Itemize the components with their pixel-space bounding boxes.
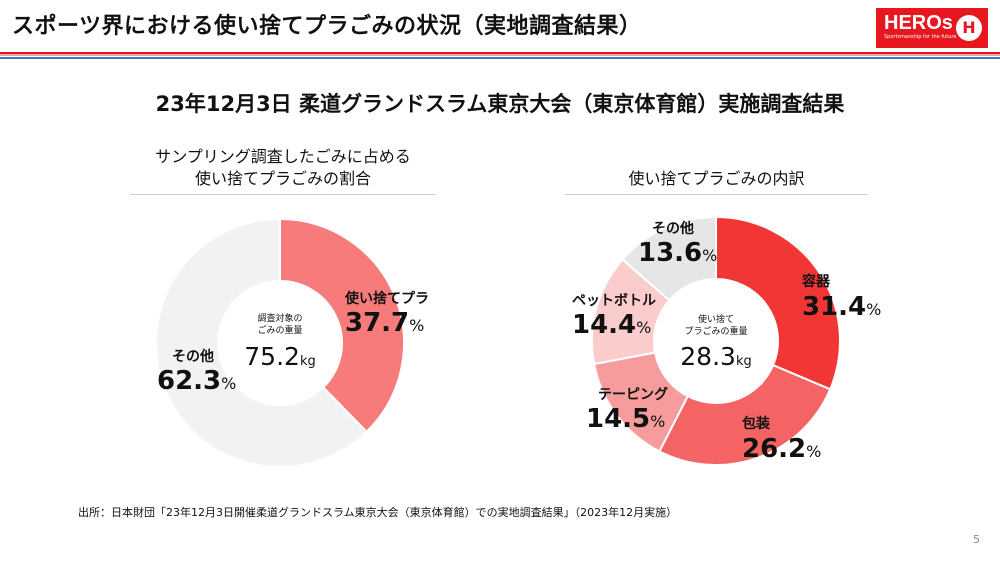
chart1-title-line1: サンプリング調査したごみに占める [155, 147, 411, 166]
slide-subtitle: 23年12月3日 柔道グランドスラム東京大会（東京体育館）実施調査結果 [155, 92, 845, 116]
chart2-center-label-line2: プラごみの重量 [684, 327, 748, 337]
chart1-center-label: 調査対象の ごみの重量 [230, 313, 330, 337]
logo-text: HEROs [884, 12, 953, 34]
source-note: 出所：日本財団「23年12月3日開催柔道グランドスラム東京大会（東京体育館）での… [78, 506, 678, 519]
chart2-slice-0 [715, 215, 841, 391]
header-blue-line [0, 57, 1000, 59]
label-packaging: 包装 [742, 416, 770, 432]
chart1-center-label-line2: ごみの重量 [257, 326, 303, 336]
value-disposable-plastic: 37.7% [345, 308, 425, 338]
chart2-center-unit: kg [735, 354, 752, 369]
page-number: 5 [973, 533, 980, 546]
value-other-waste: 62.3% [157, 366, 237, 396]
chart1-slice-1 [155, 217, 368, 468]
chart1-center-unit: kg [299, 354, 316, 369]
label-pet-bottles: ペットボトル [572, 293, 656, 309]
header-pink-line [0, 54, 1000, 56]
chart1-center-value: 75.2kg [220, 342, 340, 371]
value-pet-bottles: 14.4% [572, 310, 652, 340]
chart2-center-label-line1: 使い捨て [697, 315, 734, 325]
chart2-center-number: 28.3 [680, 342, 736, 371]
value-packaging: 26.2% [742, 434, 822, 464]
value-other-plastic: 13.6% [638, 238, 718, 268]
value-containers: 31.4% [802, 292, 882, 322]
label-other-plastic: その他 [652, 221, 694, 237]
logo-tagline: Sportsmanship for the future [884, 34, 957, 40]
chart2-title-rule [565, 194, 868, 195]
chart2-title: 使い捨てプラごみの内訳 [628, 169, 805, 188]
chart1-title-line2: 使い捨てプラごみの割合 [194, 169, 371, 188]
value-taping: 14.5% [586, 404, 666, 434]
label-containers: 容器 [802, 274, 830, 290]
chart1-center-label-line1: 調査対象の [257, 314, 303, 324]
chart1-title: サンプリング調査したごみに占める 使い捨てプラごみの割合 [130, 146, 436, 190]
page-title: スポーツ界における使い捨てプラごみの状況（実地調査結果） [12, 14, 642, 39]
chart2-center-label: 使い捨て プラごみの重量 [666, 314, 766, 338]
chart2-center-value: 28.3kg [656, 342, 776, 371]
logo-h-icon: H [956, 15, 982, 41]
chart2-slice-1 [658, 363, 832, 466]
chart1-title-rule [130, 194, 436, 195]
header-red-line [0, 52, 1000, 54]
chart1-center-number: 75.2 [244, 342, 300, 371]
label-taping: テーピング [598, 387, 668, 403]
label-disposable-plastic: 使い捨てプラ [345, 291, 429, 307]
chart2-slice-4 [621, 215, 717, 302]
heros-logo: HEROs Sportsmanship for the future H [876, 8, 988, 48]
chart1-slice-0 [279, 217, 405, 434]
label-other-waste: その他 [172, 349, 214, 365]
